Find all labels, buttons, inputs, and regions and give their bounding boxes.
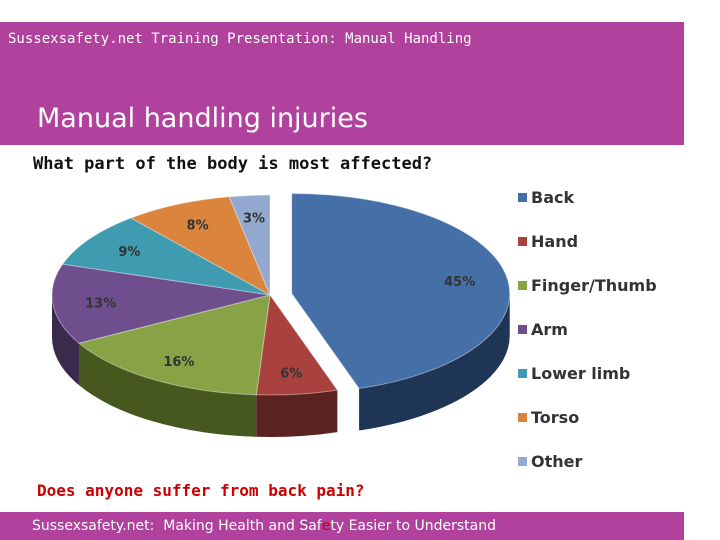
pie-label-arm: 13% <box>85 296 116 311</box>
pie-label-lower-limb: 9% <box>118 245 140 260</box>
legend-label-hand: Hand <box>531 232 578 251</box>
pie-label-hand: 6% <box>280 366 302 381</box>
pie-side-back <box>359 293 510 431</box>
back-pain-question: Does anyone suffer from back pain? <box>37 481 365 500</box>
header-banner: Sussexsafety.net Training Presentation: … <box>0 22 684 145</box>
legend-label-arm: Arm <box>531 320 568 339</box>
legend-label-finger-thumb: Finger/Thumb <box>531 276 657 295</box>
footer-text-before: Sussexsafety.net: Making Health and Saf <box>32 518 322 534</box>
pie-slice-lower-limb <box>61 217 271 296</box>
pie-side-finger-thumb <box>78 343 257 437</box>
slide-title: Manual handling injuries <box>37 103 368 134</box>
pie-side-arm <box>52 295 79 386</box>
pie-slice-hand <box>255 293 339 396</box>
pie-chart: 45% 6% 16% 13% 9% 8% 3% Back Hand Finger/Thumb Ar… <box>51 188 657 471</box>
pie-slice-torso <box>129 196 272 297</box>
footer-banner: Sussexsafety.net: Making Health and Safe… <box>0 512 684 540</box>
legend-label-other: Other <box>531 452 582 471</box>
pie-slice-finger-thumb <box>77 294 271 396</box>
footer-text: Sussexsafety.net: Making Health and Safe… <box>32 518 496 534</box>
pie-label-finger-thumb: 16% <box>163 355 194 370</box>
legend-swatch-lower-limb <box>518 369 527 378</box>
pie-side-hand <box>256 390 338 437</box>
legend-label-torso: Torso <box>531 408 579 427</box>
legend-swatch-hand <box>518 237 527 246</box>
pie-label-back: 45% <box>444 275 475 290</box>
footer-text-after: ty Easier to Understand <box>330 518 496 534</box>
pie-label-torso: 8% <box>187 218 209 233</box>
pie-slice-arm <box>51 263 271 344</box>
pie-slice-other <box>228 194 271 296</box>
question-text: What part of the body is most affected? <box>33 154 433 174</box>
legend-swatch-finger-thumb <box>518 281 527 290</box>
legend-label-back: Back <box>531 188 574 207</box>
pie-label-other: 3% <box>243 211 265 226</box>
legend-swatch-other <box>518 457 527 466</box>
legend-swatch-torso <box>518 413 527 422</box>
footer-text-highlight: e <box>321 518 331 534</box>
header-caption: Sussexsafety.net Training Presentation: … <box>8 31 472 47</box>
legend-label-lower-limb: Lower limb <box>531 364 630 383</box>
legend-swatch-arm <box>518 325 527 334</box>
legend-swatch-back <box>518 193 527 202</box>
pie-slice-back <box>291 192 511 390</box>
